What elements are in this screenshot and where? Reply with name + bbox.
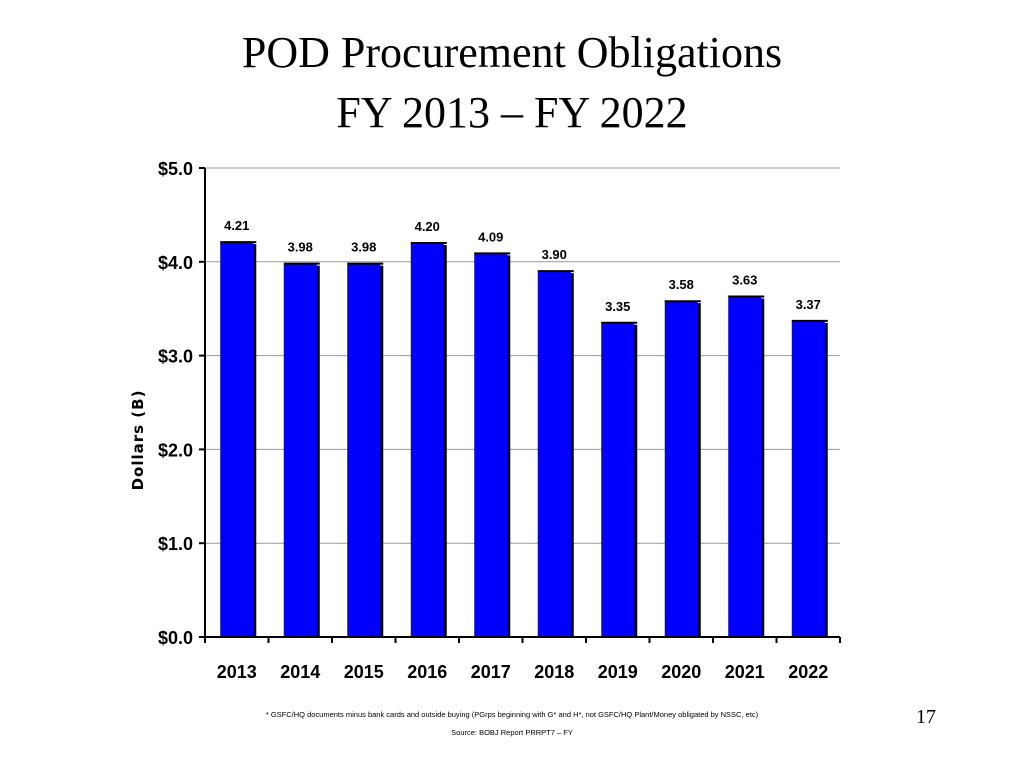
bar — [601, 322, 635, 637]
data-label: 4.09 — [478, 229, 503, 244]
page-number: 17 — [916, 706, 936, 728]
x-tick-label: 2022 — [788, 662, 828, 682]
bar — [664, 301, 698, 637]
bar — [537, 271, 571, 637]
bar — [474, 253, 508, 637]
data-label: 3.58 — [669, 277, 694, 292]
data-label: 3.90 — [542, 247, 567, 262]
y-tick-label: $3.0 — [158, 347, 193, 367]
data-label: 3.37 — [796, 297, 821, 312]
data-label: 3.35 — [605, 299, 630, 314]
source-note: Source: BOBJ Report PRRPT7 – FY — [451, 728, 573, 737]
x-tick-label: 2016 — [407, 662, 447, 682]
x-tick-label: 2020 — [661, 662, 701, 682]
x-tick-label: 2019 — [598, 662, 638, 682]
data-label: 4.20 — [415, 219, 440, 234]
bar — [728, 296, 762, 637]
bar — [283, 263, 317, 637]
data-label: 3.98 — [288, 240, 313, 255]
y-tick-label: $2.0 — [158, 440, 193, 460]
y-tick-label: $4.0 — [158, 253, 193, 273]
y-tick-label: $1.0 — [158, 534, 193, 554]
bar — [410, 243, 444, 638]
data-label: 3.63 — [732, 273, 757, 288]
x-tick-label: 2013 — [217, 662, 257, 682]
data-label: 3.98 — [351, 240, 376, 255]
y-axis-label: Dollars (B) — [129, 390, 147, 491]
bars — [220, 241, 828, 638]
x-tick-label: 2014 — [280, 662, 320, 682]
data-label: 4.21 — [224, 218, 249, 233]
axes — [199, 167, 841, 643]
chart-title-line1: POD Procurement Obligations — [241, 28, 783, 77]
bar — [791, 320, 825, 637]
labels: $0.0 $1.0 $2.0 $3.0 $4.0 $5.0 4.21 2013 3.98 2014… — [158, 159, 828, 682]
x-tick-label: 2017 — [471, 662, 511, 682]
x-tick-label: 2018 — [534, 662, 574, 682]
footnote: * GSFC/HQ documents minus bank cards and… — [265, 710, 759, 719]
y-tick-label: $0.0 — [158, 628, 193, 648]
bar — [220, 242, 254, 638]
chart-title-line2: FY 2013 – FY 2022 — [336, 88, 688, 137]
bar — [347, 263, 381, 637]
y-tick-label: $5.0 — [158, 159, 193, 179]
x-tick-label: 2021 — [725, 662, 765, 682]
x-tick-label: 2015 — [344, 662, 384, 682]
